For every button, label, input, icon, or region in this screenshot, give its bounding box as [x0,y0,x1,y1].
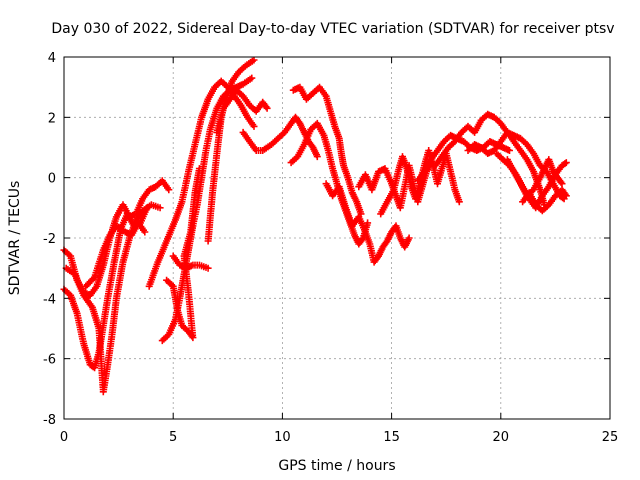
y-tick-label: 0 [48,172,56,187]
data-point-markers [62,201,164,396]
data-point-markers [289,83,365,218]
data-series [60,56,570,396]
series-arc16 [377,147,463,218]
y-axis-label: SDTVAR / TECUs [7,181,23,296]
data-point-markers [377,147,463,218]
y-tick-label: -6 [43,353,56,368]
series-arc14 [322,180,413,266]
x-tick-label: 5 [169,430,177,445]
x-tick-label: 25 [602,430,619,445]
data-point-markers [322,180,413,266]
series-arc8 [169,252,212,272]
data-point-markers [82,219,149,290]
data-point-markers [464,128,568,203]
series-arc7 [163,165,203,342]
data-point-markers [239,113,321,161]
axis-ticks: 0 5 10 15 20 25 -8 -6 -4 -2 0 2 4 [43,51,618,445]
x-axis-label: GPS time / hours [278,458,395,474]
x-tick-label: 10 [274,430,291,445]
data-point-markers [169,252,212,272]
series-arc3 [62,201,164,396]
series-arc9 [204,56,258,245]
series-arc10 [213,86,271,136]
grid-lines [64,57,610,419]
y-tick-label: -4 [43,292,56,307]
x-tick-label: 0 [60,430,68,445]
series-arc5 [145,77,258,290]
y-tick-label: -8 [43,413,56,428]
data-point-markers [163,165,203,342]
y-tick-label: 4 [48,51,56,66]
x-tick-label: 20 [493,430,510,445]
chart-title: Day 030 of 2022, Sidereal Day-to-day VTE… [51,21,614,37]
y-tick-label: 2 [48,111,56,126]
series-arc19 [464,128,568,203]
plot-frame [63,56,611,420]
data-point-markers [519,186,570,215]
data-point-markers [145,77,258,290]
x-tick-label: 15 [383,430,400,445]
series-arc22 [519,186,570,215]
series-arc4 [82,219,149,290]
data-point-markers [213,86,271,136]
data-point-markers [204,56,258,245]
series-arc11 [239,113,321,161]
y-tick-label: -2 [43,232,56,247]
series-arc12 [289,83,365,218]
